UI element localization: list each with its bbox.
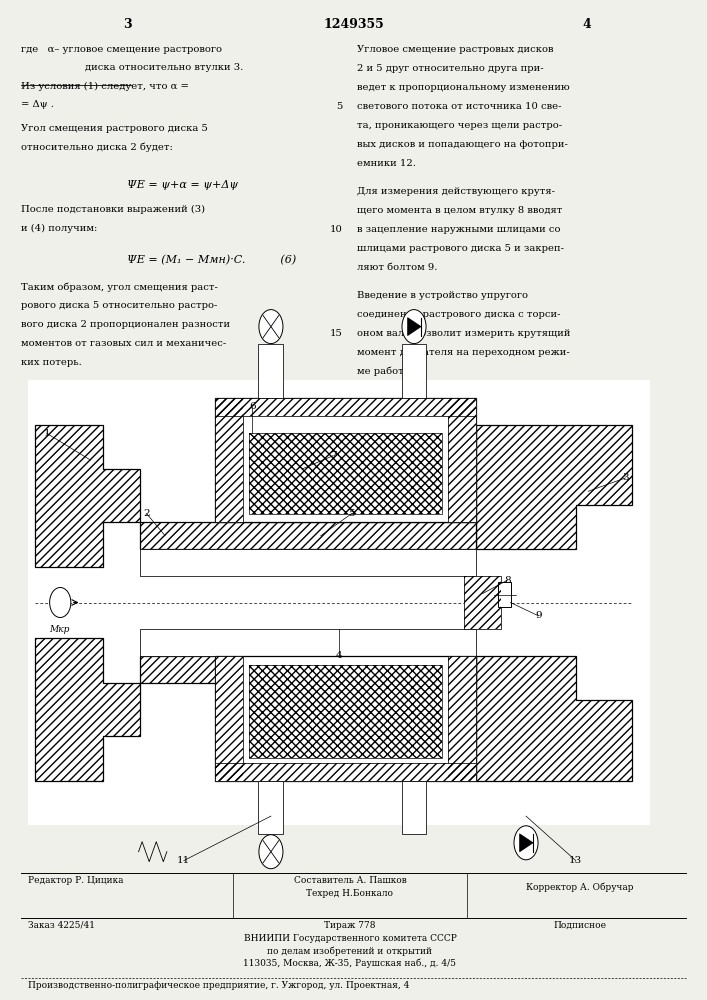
Text: 2 и 5 друг относительно друга при-: 2 и 5 друг относительно друга при- [357, 64, 544, 73]
Polygon shape [402, 780, 426, 834]
Text: = Δψ .: = Δψ . [21, 100, 54, 109]
Text: Заказ 4225/41: Заказ 4225/41 [28, 921, 95, 930]
Text: соединения растрового диска с торси-: соединения растрового диска с торси- [357, 310, 561, 319]
Polygon shape [448, 656, 477, 780]
Text: моментов от газовых сил и механичес-: моментов от газовых сил и механичес- [21, 339, 226, 348]
Text: ВНИИПИ Государственного комитета СССР: ВНИИПИ Государственного комитета СССР [243, 934, 457, 943]
Polygon shape [249, 433, 442, 514]
Text: 1249355: 1249355 [323, 18, 384, 31]
Text: После подстановки выражений (3): После подстановки выражений (3) [21, 205, 205, 214]
Text: ведет к пропорциональному изменению: ведет к пропорциональному изменению [357, 83, 570, 92]
Text: 113035, Москва, Ж-35, Раушская наб., д. 4/5: 113035, Москва, Ж-35, Раушская наб., д. … [243, 958, 457, 968]
Text: 2: 2 [144, 509, 150, 518]
Text: Таким образом, угол смещения раст-: Таким образом, угол смещения раст- [21, 282, 218, 292]
Polygon shape [215, 398, 477, 522]
Text: 13: 13 [569, 856, 583, 865]
Text: шлицами растрового диска 5 и закреп-: шлицами растрового диска 5 и закреп- [357, 244, 564, 253]
Text: 7: 7 [330, 451, 337, 460]
Circle shape [49, 588, 71, 618]
Polygon shape [408, 318, 421, 336]
Circle shape [514, 826, 538, 860]
Text: Угол смещения растрового диска 5: Угол смещения растрового диска 5 [21, 124, 208, 133]
Polygon shape [448, 398, 477, 522]
Polygon shape [259, 344, 284, 398]
Polygon shape [35, 424, 140, 567]
Text: 9: 9 [535, 611, 542, 620]
Polygon shape [259, 780, 284, 834]
Text: Составитель А. Пашков: Составитель А. Пашков [293, 876, 407, 885]
Polygon shape [402, 344, 426, 398]
Circle shape [259, 310, 283, 344]
Text: та, проникающего через щели растро-: та, проникающего через щели растро- [357, 121, 562, 130]
Text: светового потока от источника 10 све-: светового потока от источника 10 све- [357, 102, 561, 111]
Text: 10: 10 [330, 225, 343, 234]
Text: Введение в устройство упругого: Введение в устройство упругого [357, 291, 528, 300]
Text: 5: 5 [337, 102, 343, 111]
Text: где   α– угловое смещение растрового: где α– угловое смещение растрового [21, 45, 222, 54]
Polygon shape [464, 576, 501, 629]
Text: 15: 15 [330, 329, 343, 338]
Polygon shape [477, 424, 632, 549]
Polygon shape [140, 522, 477, 549]
Text: в зацепление наружными шлицами со: в зацепление наружными шлицами со [357, 225, 561, 234]
Text: по делам изобретений и открытий: по делам изобретений и открытий [267, 946, 433, 956]
Text: вых дисков и попадающего на фотопри-: вых дисков и попадающего на фотопри- [357, 140, 568, 149]
Text: 5: 5 [349, 509, 355, 518]
Polygon shape [477, 656, 632, 780]
Text: ΨΕ = ψ+α = ψ+Δψ: ΨΕ = ψ+α = ψ+Δψ [127, 180, 238, 190]
Polygon shape [215, 763, 477, 780]
Polygon shape [140, 549, 477, 576]
Polygon shape [215, 656, 477, 780]
Text: щего момента в целом втулку 8 вводят: щего момента в целом втулку 8 вводят [357, 206, 562, 215]
Text: относительно диска 2 будет:: относительно диска 2 будет: [21, 143, 173, 152]
Text: 4: 4 [336, 651, 343, 660]
Text: 4: 4 [583, 18, 591, 31]
Text: Техред Н.Бонкало: Техред Н.Бонкало [306, 889, 394, 898]
Bar [498, 582, 510, 607]
Text: Для измерения действующего крутя-: Для измерения действующего крутя- [357, 187, 555, 196]
Polygon shape [215, 398, 477, 416]
Text: 8: 8 [504, 576, 510, 585]
Text: Производственно-полиграфическое предприятие, г. Ужгород, ул. Проектная, 4: Производственно-полиграфическое предприя… [28, 981, 409, 990]
Polygon shape [520, 834, 533, 852]
Polygon shape [215, 398, 243, 522]
Text: 6: 6 [249, 402, 255, 411]
Text: Тираж 778: Тираж 778 [325, 921, 375, 930]
Text: Корректор А. Обручар: Корректор А. Обручар [526, 883, 633, 892]
Text: рового диска 5 относительно растро-: рового диска 5 относительно растро- [21, 301, 218, 310]
Polygon shape [215, 656, 243, 780]
Text: Угловое смещение растровых дисков: Угловое смещение растровых дисков [357, 45, 554, 54]
Text: емники 12.: емники 12. [357, 159, 416, 168]
Polygon shape [140, 629, 477, 656]
Text: 11: 11 [177, 856, 190, 865]
Text: Мкр: Мкр [49, 624, 70, 634]
Text: ме работы.: ме работы. [357, 367, 415, 376]
Polygon shape [35, 638, 140, 780]
Circle shape [402, 310, 426, 344]
Text: ких потерь.: ких потерь. [21, 358, 82, 367]
Bar [28, 380, 650, 825]
Text: оном вала позволит измерить крутящий: оном вала позволит измерить крутящий [357, 329, 571, 338]
Text: Из условия (1) следует, что α =: Из условия (1) следует, что α = [21, 82, 189, 91]
Text: 1: 1 [44, 429, 50, 438]
Text: 3: 3 [123, 18, 132, 31]
Polygon shape [249, 665, 442, 758]
Text: 3: 3 [622, 473, 629, 482]
Text: диска относительно втулки 3.: диска относительно втулки 3. [85, 63, 243, 72]
Text: Подписное: Подписное [554, 921, 606, 930]
Text: ΨΕ = (M₁ − Mмн)·C.          (6): ΨΕ = (M₁ − Mмн)·C. (6) [127, 255, 296, 265]
Text: вого диска 2 пропорционален разности: вого диска 2 пропорционален разности [21, 320, 230, 329]
Text: момент двигателя на переходном режи-: момент двигателя на переходном режи- [357, 348, 570, 357]
Polygon shape [140, 656, 477, 683]
Text: ляют болтом 9.: ляют болтом 9. [357, 263, 438, 272]
Circle shape [259, 835, 283, 869]
Text: и (4) получим:: и (4) получим: [21, 224, 98, 233]
Text: Редактор Р. Цицика: Редактор Р. Цицика [28, 876, 124, 885]
